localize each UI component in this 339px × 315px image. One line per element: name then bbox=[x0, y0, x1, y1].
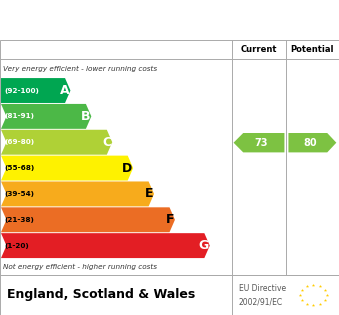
Polygon shape bbox=[1, 156, 133, 180]
Text: 80: 80 bbox=[303, 138, 317, 148]
Text: EU Directive: EU Directive bbox=[239, 284, 286, 294]
Text: (81-91): (81-91) bbox=[4, 113, 34, 119]
Text: D: D bbox=[122, 162, 132, 175]
Polygon shape bbox=[1, 233, 210, 258]
Text: Energy Efficiency Rating: Energy Efficiency Rating bbox=[10, 13, 220, 27]
Text: (55-68): (55-68) bbox=[4, 165, 34, 171]
Polygon shape bbox=[288, 133, 336, 152]
Polygon shape bbox=[1, 78, 71, 103]
Text: Very energy efficient - lower running costs: Very energy efficient - lower running co… bbox=[3, 66, 158, 72]
Text: Current: Current bbox=[241, 45, 277, 54]
Polygon shape bbox=[1, 130, 112, 155]
Polygon shape bbox=[1, 207, 175, 232]
Text: B: B bbox=[81, 110, 90, 123]
Polygon shape bbox=[234, 133, 284, 152]
Polygon shape bbox=[1, 104, 91, 129]
Text: C: C bbox=[102, 136, 111, 149]
Text: 73: 73 bbox=[255, 138, 268, 148]
Text: (69-80): (69-80) bbox=[4, 139, 34, 145]
Text: Not energy efficient - higher running costs: Not energy efficient - higher running co… bbox=[3, 264, 157, 270]
Text: England, Scotland & Wales: England, Scotland & Wales bbox=[7, 289, 195, 301]
Text: 2002/91/EC: 2002/91/EC bbox=[239, 298, 283, 307]
Polygon shape bbox=[1, 181, 154, 206]
Text: (21-38): (21-38) bbox=[4, 217, 34, 223]
Text: F: F bbox=[165, 213, 174, 226]
Text: (39-54): (39-54) bbox=[4, 191, 34, 197]
Text: (92-100): (92-100) bbox=[4, 88, 39, 94]
Text: G: G bbox=[199, 239, 209, 252]
Text: E: E bbox=[144, 187, 153, 200]
Text: A: A bbox=[60, 84, 69, 97]
Text: (1-20): (1-20) bbox=[4, 243, 29, 249]
Text: Potential: Potential bbox=[291, 45, 334, 54]
